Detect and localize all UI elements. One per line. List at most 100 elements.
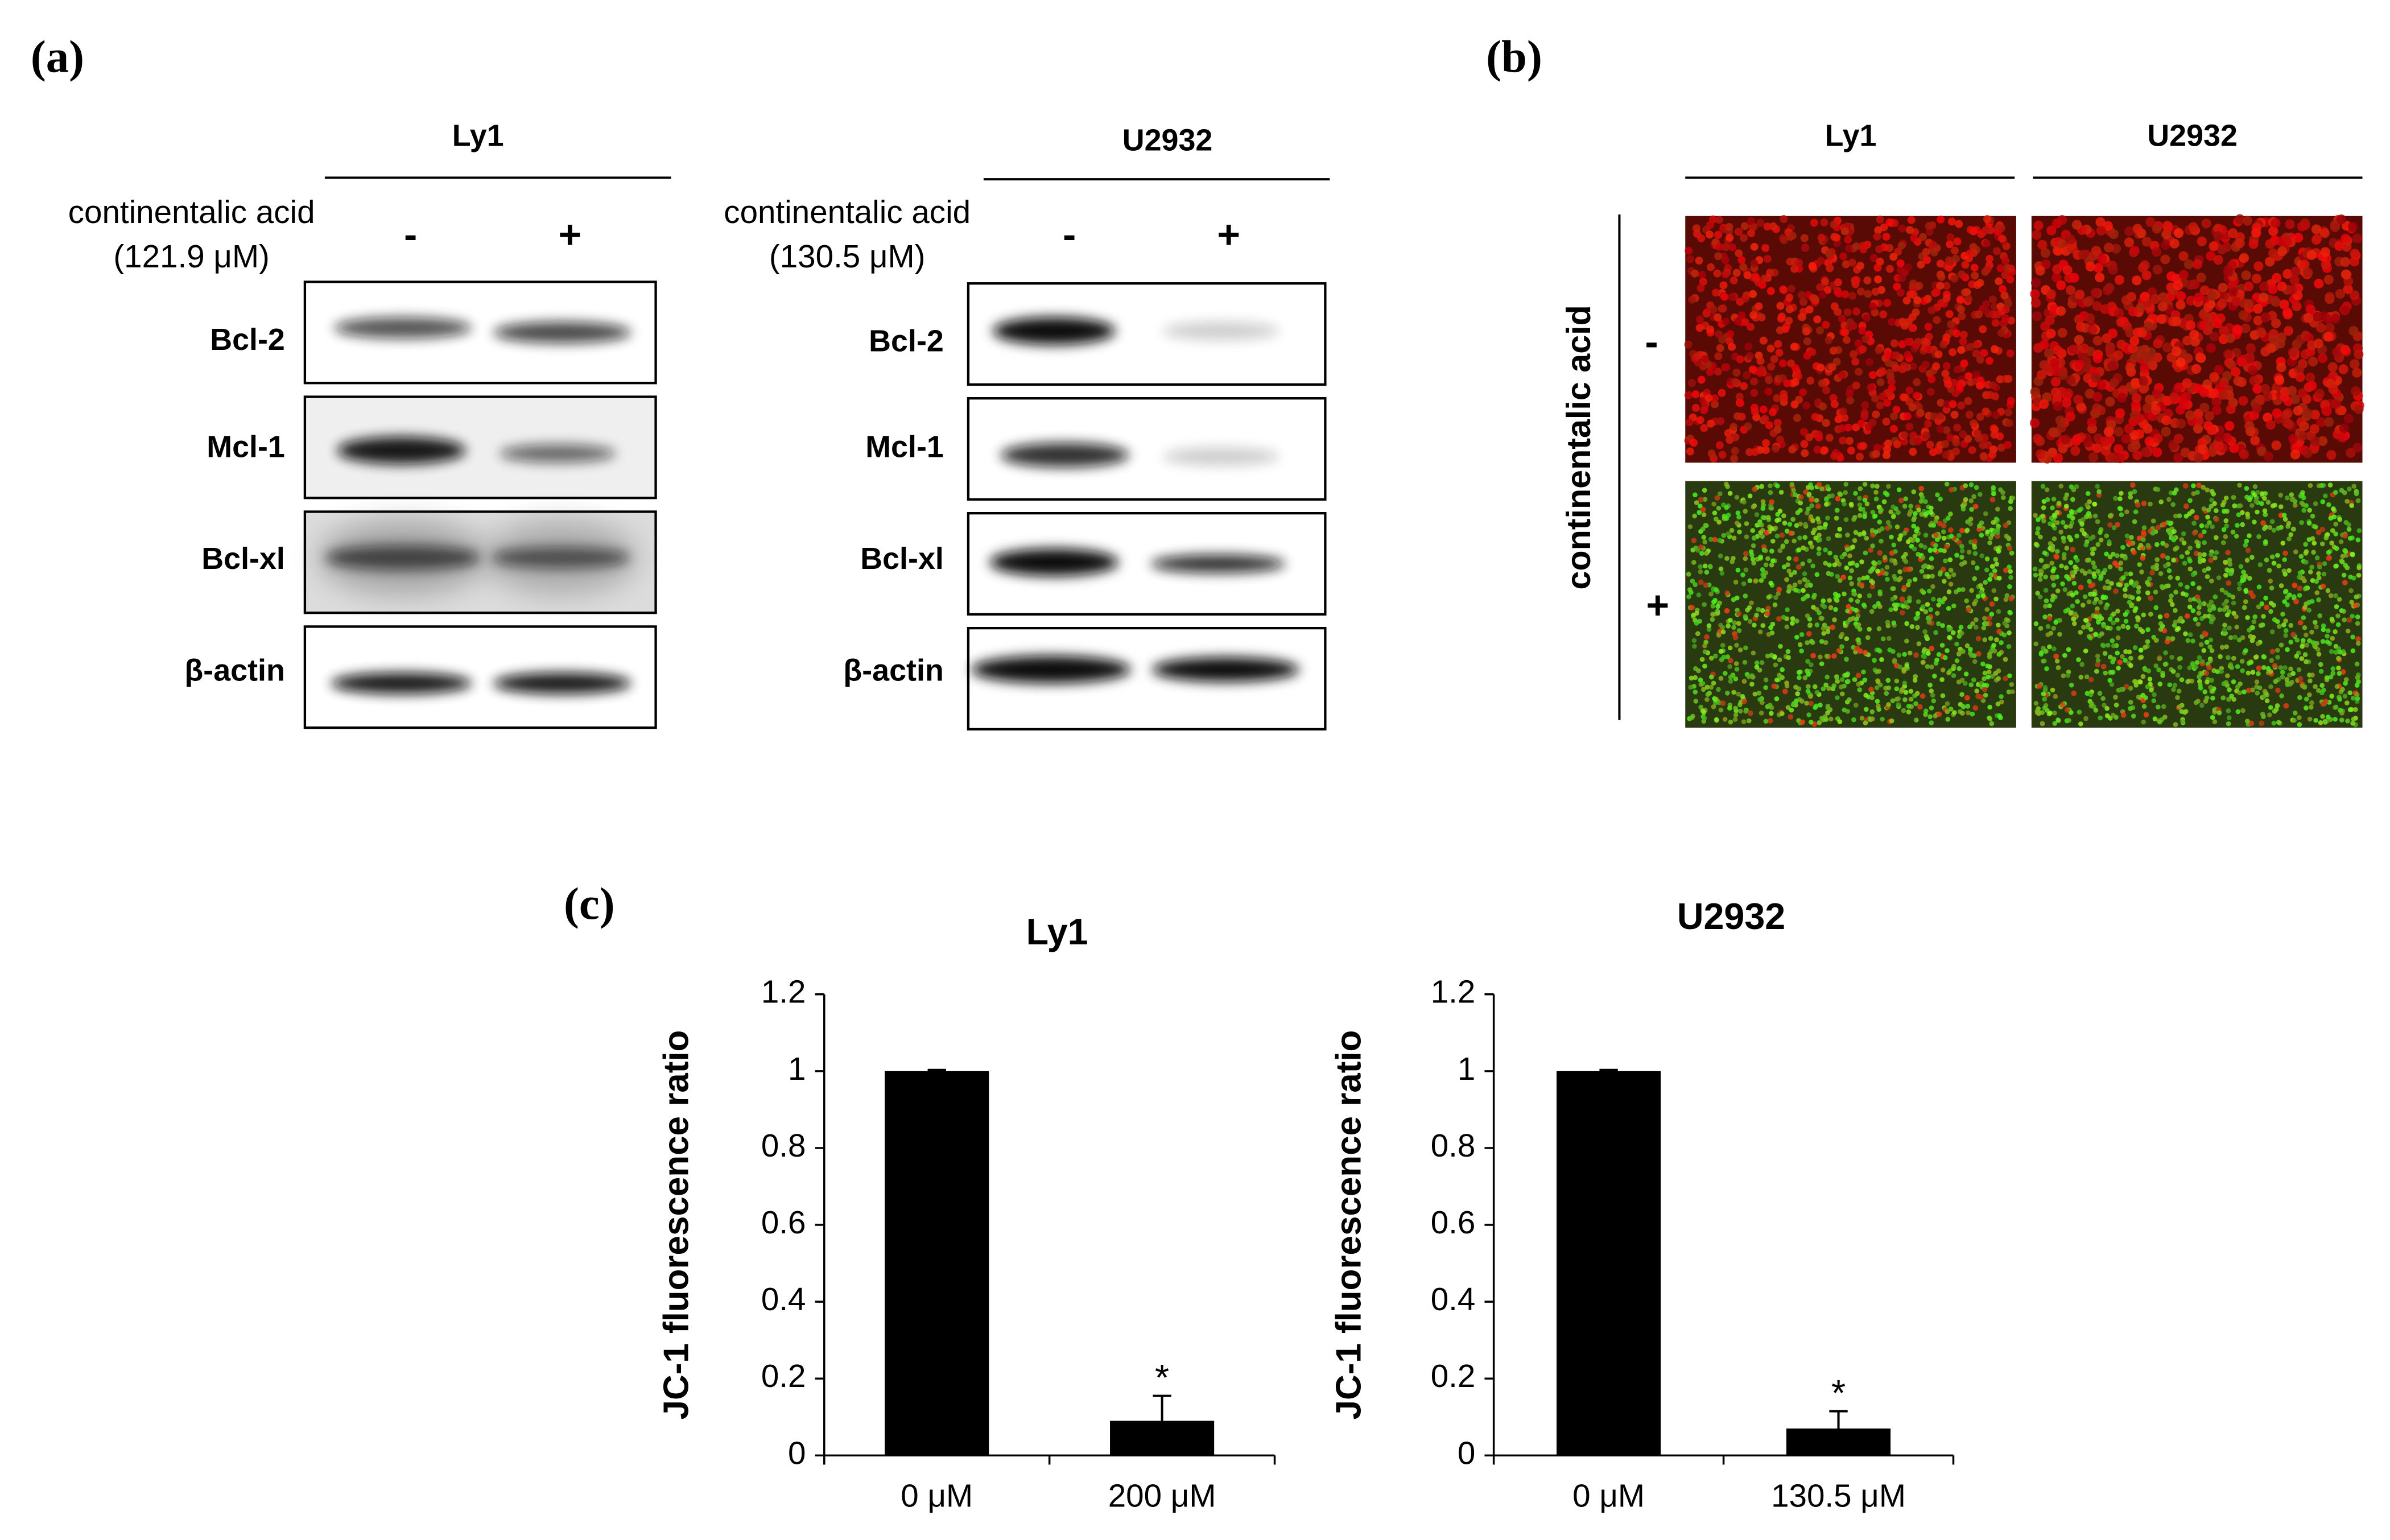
cell (2324, 677, 2330, 683)
cell (1697, 375, 1706, 384)
blot: U2932 continentalic acid (130.5 μM) - + … (724, 123, 1330, 731)
cell (2356, 528, 2362, 534)
cell (2158, 499, 2164, 505)
cell (2092, 353, 2103, 364)
cell (2053, 693, 2058, 699)
cell (2197, 555, 2203, 561)
cell (2315, 323, 2326, 333)
cell (2197, 559, 2203, 564)
cell (1851, 717, 1856, 722)
cell (1809, 544, 1815, 550)
cell (1686, 572, 1691, 577)
cell (2035, 266, 2045, 276)
cell (2314, 579, 2319, 584)
cell (2202, 689, 2208, 695)
cell (1986, 254, 1994, 263)
cell (1701, 355, 1710, 364)
cell (2259, 292, 2269, 303)
cell (2042, 705, 2048, 711)
cell (2159, 584, 2165, 589)
cell (2243, 599, 2248, 604)
cell (2053, 345, 2063, 356)
cell (2110, 670, 2116, 675)
cell (2124, 226, 2135, 237)
cell (1894, 602, 1900, 608)
cell (2206, 507, 2211, 513)
cell (1902, 503, 1908, 509)
cell (2206, 342, 2216, 353)
cell (1846, 679, 1851, 684)
cell (2066, 535, 2072, 540)
cell (1946, 589, 1952, 594)
cell (2116, 340, 2127, 350)
cell (2043, 588, 2049, 593)
cell (1690, 439, 1698, 447)
cell (2071, 690, 2077, 696)
cell (2039, 340, 2049, 350)
cell (2092, 301, 2102, 311)
cell (1990, 303, 1999, 311)
cell (2044, 649, 2049, 654)
cell (1907, 216, 1916, 224)
cell (1714, 368, 1722, 376)
cell (1736, 691, 1741, 697)
cell (1836, 647, 1842, 654)
cell (1754, 660, 1760, 666)
cell (1906, 511, 1912, 517)
cell (2107, 539, 2112, 544)
cell (1958, 625, 1964, 630)
cell (1862, 678, 1868, 683)
cell (1712, 536, 1718, 543)
cell (1863, 314, 1871, 323)
cell (1888, 384, 1896, 393)
cell (1727, 705, 1732, 711)
cell (1967, 624, 1972, 630)
cell (1982, 616, 1987, 621)
cell (2237, 482, 2242, 488)
cell (1901, 584, 1908, 591)
cell (2335, 613, 2341, 618)
cell (1813, 445, 1822, 454)
cell (2063, 496, 2068, 501)
cell (1839, 691, 1845, 696)
cell (2041, 691, 2046, 696)
cell (1897, 536, 1902, 542)
cell (1896, 653, 1902, 658)
cell (2282, 665, 2288, 670)
cell (2125, 328, 2135, 338)
cell (1799, 632, 1805, 637)
cell (1857, 593, 1863, 598)
cell (2033, 513, 2038, 518)
cell (2223, 534, 2228, 539)
cell (2218, 283, 2228, 293)
cell (1856, 262, 1865, 270)
cell (2241, 270, 2251, 280)
cell (2046, 616, 2053, 621)
cell (1789, 482, 1794, 487)
cell (2323, 493, 2328, 499)
cell (2107, 360, 2117, 371)
cell (1934, 350, 1943, 358)
cell (1722, 671, 1728, 676)
cell (2109, 682, 2115, 687)
cell (2337, 405, 2347, 416)
cell (1724, 608, 1730, 614)
cell (1881, 499, 1887, 505)
cell (1898, 224, 1906, 233)
cell (2170, 669, 2176, 674)
cell (2243, 648, 2248, 654)
cell (1869, 584, 1876, 589)
cell (1987, 716, 1993, 721)
cell (2058, 484, 2064, 489)
cell (2344, 700, 2350, 705)
cell (2222, 622, 2227, 628)
cell (1900, 431, 1909, 439)
cell (2231, 600, 2236, 606)
cell (1737, 708, 1743, 714)
cell (1698, 682, 1704, 687)
cell (2065, 285, 2076, 295)
cell (2282, 269, 2293, 279)
cell (1964, 435, 1972, 443)
cell (1755, 302, 1763, 311)
cell (1746, 718, 1752, 724)
